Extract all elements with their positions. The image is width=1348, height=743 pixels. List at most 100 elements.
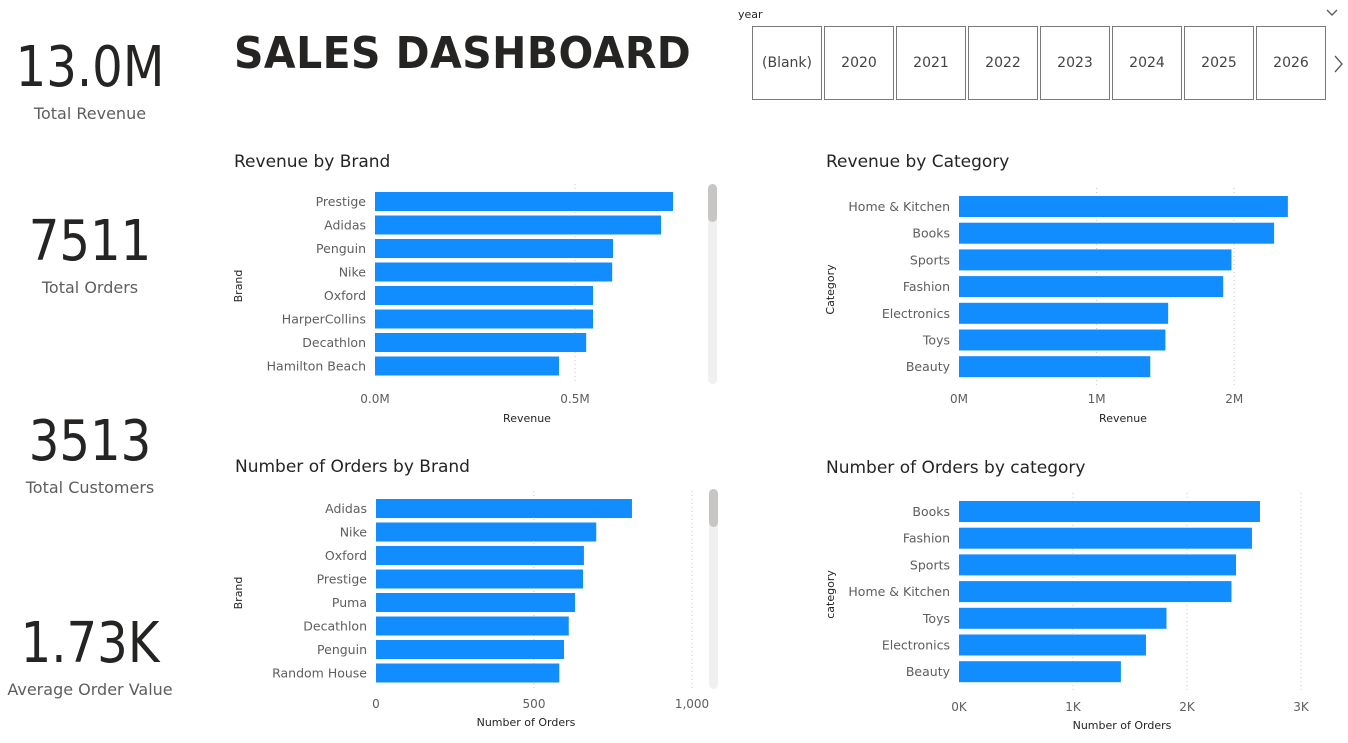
bar[interactable] — [375, 215, 661, 235]
tick-label: 0K — [951, 700, 968, 714]
tick-label: 0M — [950, 392, 968, 406]
category-label: Electronics — [882, 306, 950, 321]
category-label: Adidas — [324, 218, 366, 233]
kpi-label: Total Customers — [25, 478, 155, 497]
bar[interactable] — [376, 593, 576, 612]
y-axis-label: Brand — [232, 577, 245, 610]
tick-label: 2K — [1179, 700, 1196, 714]
slicer-tile[interactable]: 2023 — [1040, 26, 1110, 100]
bar[interactable] — [959, 661, 1121, 683]
chart-svg: Adidas Nike Oxford Prestige Puma Decathlon Pen… — [232, 489, 718, 729]
bar[interactable] — [376, 616, 569, 636]
bar[interactable] — [376, 499, 632, 518]
bar[interactable] — [375, 356, 559, 376]
tick-label: 1,000 — [675, 697, 709, 711]
tick-label: 0 — [372, 697, 380, 711]
chart-title: Revenue by Category — [826, 152, 1010, 172]
x-axis-label: Number of Orders — [477, 716, 576, 729]
scrollbar-thumb[interactable] — [709, 489, 718, 527]
tick-label: 0.5M — [560, 392, 589, 406]
bar[interactable] — [959, 634, 1146, 656]
bar[interactable] — [375, 309, 593, 329]
category-label: Home & Kitchen — [848, 584, 950, 599]
chart-svg: Prestige Adidas Penguin Nike Oxford HarperCol… — [232, 184, 717, 425]
y-axis-label: Category — [824, 264, 837, 315]
slicer-tile[interactable]: 2020 — [824, 26, 894, 100]
y-axis-label: category — [824, 570, 837, 619]
kpi-value: 13.0M — [15, 35, 165, 100]
slicer-tile[interactable]: 2026 — [1256, 26, 1326, 100]
chart-svg: Books Fashion Sports Home & Kitchen Toys Elec… — [824, 493, 1310, 732]
category-label: Sports — [910, 557, 950, 572]
tick-label: 0.0M — [360, 392, 389, 406]
bar[interactable] — [959, 222, 1275, 244]
bar[interactable] — [959, 527, 1252, 549]
y-axis-label: Brand — [232, 270, 245, 303]
slicer-header: year — [738, 8, 763, 21]
category-label: Fashion — [903, 279, 950, 294]
category-label: Puma — [332, 595, 367, 610]
bar[interactable] — [959, 501, 1260, 522]
bar[interactable] — [959, 554, 1237, 576]
scrollbar-thumb[interactable] — [708, 184, 717, 222]
bar[interactable] — [959, 581, 1232, 603]
category-label: Nike — [340, 525, 368, 540]
category-label: Prestige — [316, 194, 367, 209]
chart-title: Revenue by Brand — [234, 152, 391, 172]
bar[interactable] — [959, 329, 1166, 351]
bar[interactable] — [376, 663, 560, 683]
kpi-value: 7511 — [28, 209, 152, 274]
chart-title: Number of Orders by category — [826, 458, 1086, 478]
bar[interactable] — [376, 546, 584, 565]
slicer-tile[interactable]: 2024 — [1112, 26, 1182, 100]
slicer-tile[interactable]: (Blank) — [752, 26, 822, 100]
chevron-down-icon[interactable] — [1325, 4, 1339, 18]
bar[interactable] — [375, 262, 613, 282]
bar[interactable] — [376, 522, 597, 542]
bar[interactable] — [375, 239, 613, 258]
category-label: Adidas — [325, 501, 367, 516]
kpi-value: 1.73K — [20, 611, 160, 676]
tick-label: 1K — [1065, 700, 1082, 714]
slicer-tile[interactable]: 2025 — [1184, 26, 1254, 100]
bar[interactable] — [959, 302, 1169, 324]
category-label: Hamilton Beach — [267, 359, 366, 374]
bar[interactable] — [959, 196, 1288, 217]
slicer-tile[interactable]: 2021 — [896, 26, 966, 100]
category-label: Decathlon — [302, 335, 366, 350]
tick-label: 500 — [523, 697, 546, 711]
bar[interactable] — [959, 249, 1232, 271]
page-title: SALES DASHBOARD — [234, 28, 692, 79]
bar[interactable] — [959, 607, 1167, 629]
bar[interactable] — [959, 276, 1224, 298]
tick-label: 1M — [1088, 392, 1106, 406]
bar[interactable] — [959, 356, 1151, 378]
bar[interactable] — [375, 192, 673, 211]
x-axis-label: Number of Orders — [1073, 719, 1172, 732]
category-label: Prestige — [317, 572, 368, 587]
category-label: Toys — [922, 611, 950, 626]
slicer-tile[interactable]: 2022 — [968, 26, 1038, 100]
category-label: Books — [912, 504, 950, 519]
scrollbar-track[interactable] — [708, 184, 717, 384]
kpi-label: Total Revenue — [33, 104, 147, 123]
category-label: Oxford — [325, 548, 367, 563]
category-label: Nike — [339, 265, 367, 280]
x-axis-label: Revenue — [1099, 412, 1147, 425]
bar[interactable] — [376, 640, 565, 659]
chart-title: Number of Orders by Brand — [235, 457, 470, 477]
bar[interactable] — [375, 333, 587, 352]
category-label: Oxford — [324, 288, 366, 303]
category-label: HarperCollins — [282, 312, 366, 327]
category-label: Penguin — [316, 241, 366, 256]
scrollbar-track[interactable] — [709, 489, 718, 689]
category-label: Penguin — [317, 642, 367, 657]
bar[interactable] — [376, 569, 583, 589]
bar[interactable] — [375, 286, 593, 305]
orders-by-category-chart: Number of Orders by category Books Fashion… — [820, 452, 1320, 738]
kpi-total-revenue: 13.0M Total Revenue — [0, 35, 180, 124]
revenue-by-brand-chart: Revenue by Brand Prestige Adidas Penguin Nik… — [228, 148, 728, 430]
category-label: Decathlon — [303, 619, 367, 634]
chevron-right-icon[interactable] — [1332, 54, 1344, 74]
kpi-label: Average Order Value — [7, 680, 173, 699]
